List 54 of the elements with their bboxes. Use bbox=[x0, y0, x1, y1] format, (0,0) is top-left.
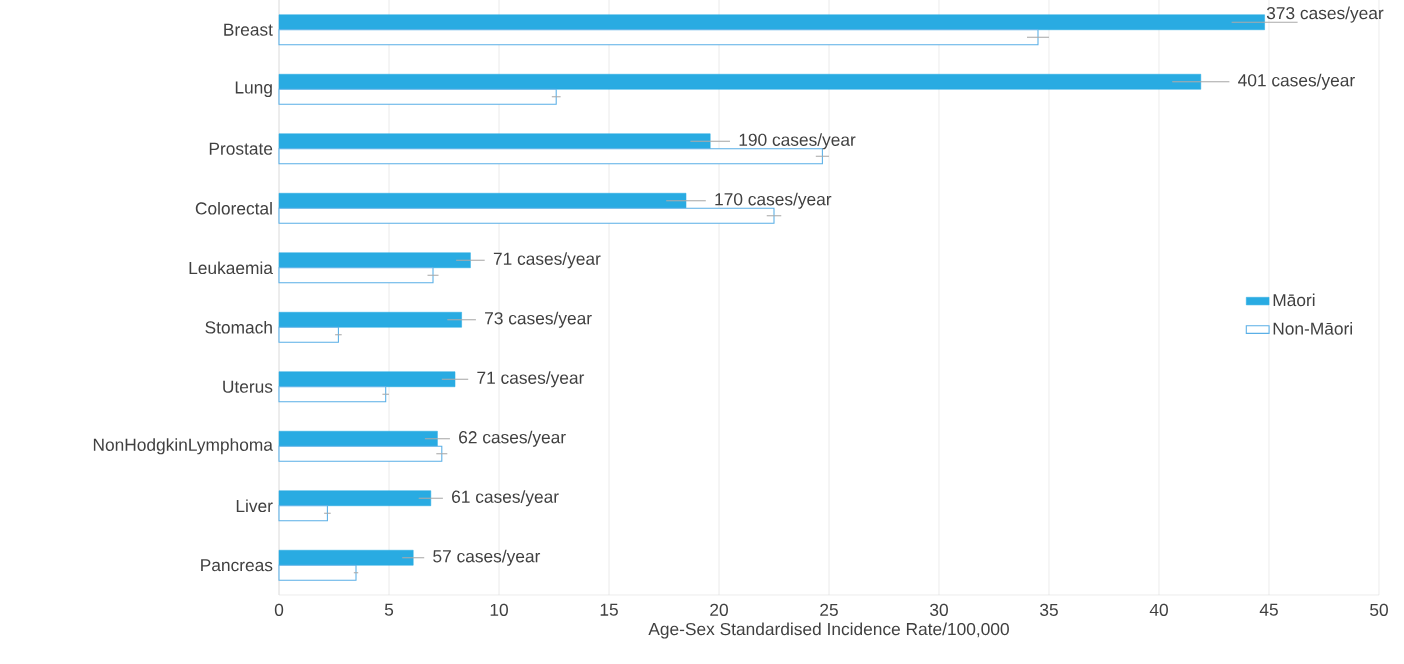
y-tick-label: NonHodgkinLymphoma bbox=[93, 438, 273, 455]
y-tick-label: Leukaemia bbox=[189, 261, 273, 275]
x-tick-label: 45 bbox=[1259, 603, 1278, 616]
y-tick-label: Colorectal bbox=[195, 201, 272, 215]
y-tick-label: Liver bbox=[236, 499, 273, 513]
annotation: 62 cases/year bbox=[459, 430, 566, 447]
bar bbox=[278, 371, 456, 388]
bar bbox=[278, 148, 823, 165]
x-tick-label: 25 bbox=[820, 603, 838, 616]
annotation: 170 cases/year bbox=[715, 192, 832, 209]
bar bbox=[278, 207, 775, 224]
bar bbox=[278, 490, 432, 507]
y-tick-label: Lung bbox=[235, 81, 272, 98]
bar bbox=[278, 192, 687, 209]
x-tick-label: 40 bbox=[1149, 603, 1168, 616]
bar bbox=[278, 14, 1265, 31]
bar bbox=[278, 29, 1039, 46]
legend-label: Māori bbox=[1273, 293, 1315, 307]
x-tick-label: 0 bbox=[274, 603, 284, 616]
x-axis-title: Age-Sex Standardised Incidence Rate/100,000 bbox=[648, 622, 1009, 639]
y-tick-label: Pancreas bbox=[201, 559, 273, 572]
y-tick-label: Stomach bbox=[205, 320, 272, 334]
annotation: 71 cases/year bbox=[493, 252, 601, 269]
bar bbox=[278, 267, 434, 284]
bar bbox=[278, 73, 1202, 90]
annotation: 73 cases/year bbox=[485, 311, 592, 328]
x-tick-label: 30 bbox=[930, 603, 948, 616]
bar bbox=[278, 311, 462, 328]
annotation: 373 cases/year bbox=[1266, 6, 1384, 23]
x-tick-label: 20 bbox=[710, 603, 728, 616]
annotation: 401 cases/year bbox=[1238, 73, 1355, 90]
y-tick-label: Breast bbox=[224, 23, 273, 36]
bar bbox=[278, 326, 339, 343]
y-tick-label: Prostate bbox=[209, 142, 273, 155]
bar bbox=[278, 386, 387, 403]
bar bbox=[278, 88, 557, 105]
legend-label: Non-Māori bbox=[1273, 322, 1352, 335]
x-tick-label: 10 bbox=[490, 603, 508, 616]
x-tick-label: 5 bbox=[384, 603, 394, 616]
bar bbox=[278, 505, 328, 522]
x-tick-label: 15 bbox=[600, 603, 618, 616]
bar bbox=[278, 133, 711, 150]
bar bbox=[278, 445, 443, 462]
annotation: 61 cases/year bbox=[452, 490, 559, 507]
x-tick-label: 50 bbox=[1370, 603, 1388, 616]
y-tick-label: Uterus bbox=[223, 380, 273, 393]
bar bbox=[278, 430, 438, 447]
bar bbox=[278, 252, 471, 269]
x-tick-label: 35 bbox=[1040, 603, 1058, 616]
annotation: 190 cases/year bbox=[739, 133, 856, 150]
annotation: 57 cases/year bbox=[433, 549, 541, 566]
annotation: 71 cases/year bbox=[477, 371, 585, 388]
bar bbox=[278, 564, 357, 581]
bar bbox=[278, 549, 414, 566]
